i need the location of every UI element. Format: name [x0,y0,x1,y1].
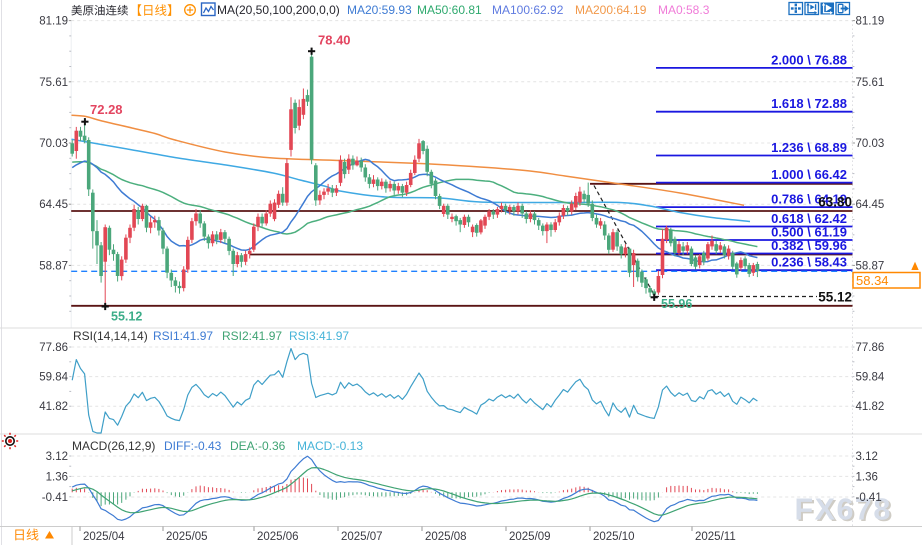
svg-text:81.19: 81.19 [856,16,885,28]
svg-text:MACD:-0.13: MACD:-0.13 [297,439,363,453]
svg-text:41.82: 41.82 [856,401,885,413]
svg-text:FX678: FX678 [797,494,894,528]
svg-text:64.45: 64.45 [856,199,885,211]
svg-text:2025/09: 2025/09 [509,531,551,543]
svg-text:2025/08: 2025/08 [425,531,467,543]
svg-text:MACD(26,12,9): MACD(26,12,9) [72,439,155,453]
svg-text:72.28: 72.28 [90,102,123,117]
svg-text:0.786 \ 64.19: 0.786 \ 64.19 [771,192,847,207]
svg-text:MA50:60.81: MA50:60.81 [417,3,482,17]
svg-text:-0.41: -0.41 [42,492,68,504]
svg-text:55.12: 55.12 [818,290,852,305]
svg-text:2025/05: 2025/05 [166,531,208,543]
svg-text:41.82: 41.82 [39,401,68,413]
svg-text:RSI3:41.97: RSI3:41.97 [289,329,349,343]
svg-text:MA0:58.3: MA0:58.3 [658,3,710,17]
svg-text:1.618 \ 72.88: 1.618 \ 72.88 [771,96,847,111]
svg-text:75.61: 75.61 [39,77,68,89]
svg-text:55.96: 55.96 [661,297,692,311]
svg-text:RSI(14,14,14): RSI(14,14,14) [73,329,148,343]
svg-text:1.000 \ 66.42: 1.000 \ 66.42 [771,167,847,182]
svg-text:58.87: 58.87 [856,260,885,272]
svg-text:2025/06: 2025/06 [257,531,299,543]
svg-text:3.12: 3.12 [46,451,68,463]
svg-text:77.86: 77.86 [856,342,885,354]
svg-text:1.236 \ 68.89: 1.236 \ 68.89 [771,140,847,155]
svg-text:0.236 \ 58.43: 0.236 \ 58.43 [771,255,847,270]
svg-text:RSI2:41.97: RSI2:41.97 [222,329,282,343]
svg-text:59.84: 59.84 [856,372,885,384]
svg-text:DIFF:-0.43: DIFF:-0.43 [164,439,222,453]
svg-text:58.87: 58.87 [39,260,68,272]
svg-text:MA20:59.93: MA20:59.93 [347,3,412,17]
svg-text:81.19: 81.19 [39,16,68,28]
svg-text:64.45: 64.45 [39,199,68,211]
svg-text:2025/10: 2025/10 [593,531,635,543]
svg-text:78.40: 78.40 [318,33,351,48]
svg-text:MA(20,50,100,200,0,0): MA(20,50,100,200,0,0) [217,3,340,17]
svg-text:2.000 \ 76.88: 2.000 \ 76.88 [771,52,847,67]
svg-text:58.34: 58.34 [856,273,889,288]
svg-text:3.12: 3.12 [856,451,878,463]
svg-text:FX678: FX678 [795,493,892,527]
svg-text:0.500 \ 61.19: 0.500 \ 61.19 [771,225,847,240]
svg-text:70.03: 70.03 [856,138,885,150]
svg-text:1.36: 1.36 [46,471,68,483]
svg-text:75.61: 75.61 [856,77,885,89]
svg-text:2025/11: 2025/11 [695,531,736,543]
svg-text:77.86: 77.86 [39,342,68,354]
svg-text:1.36: 1.36 [856,471,878,483]
svg-text:RSI1:41.97: RSI1:41.97 [153,329,213,343]
svg-text:59.84: 59.84 [39,372,68,384]
svg-text:0.618 \ 62.42: 0.618 \ 62.42 [771,211,847,226]
svg-text:-0.41: -0.41 [856,492,882,504]
svg-text:2025/04: 2025/04 [83,531,125,543]
svg-text:MA200:64.19: MA200:64.19 [575,3,647,17]
svg-text:55.12: 55.12 [111,310,142,324]
svg-text:63.80: 63.80 [818,195,852,210]
svg-text:MA100:62.92: MA100:62.92 [492,3,564,17]
svg-text:0.382 \ 59.96: 0.382 \ 59.96 [771,238,847,253]
svg-text:2025/07: 2025/07 [341,531,383,543]
svg-text:DEA:-0.36: DEA:-0.36 [230,439,286,453]
svg-text:70.03: 70.03 [39,138,68,150]
